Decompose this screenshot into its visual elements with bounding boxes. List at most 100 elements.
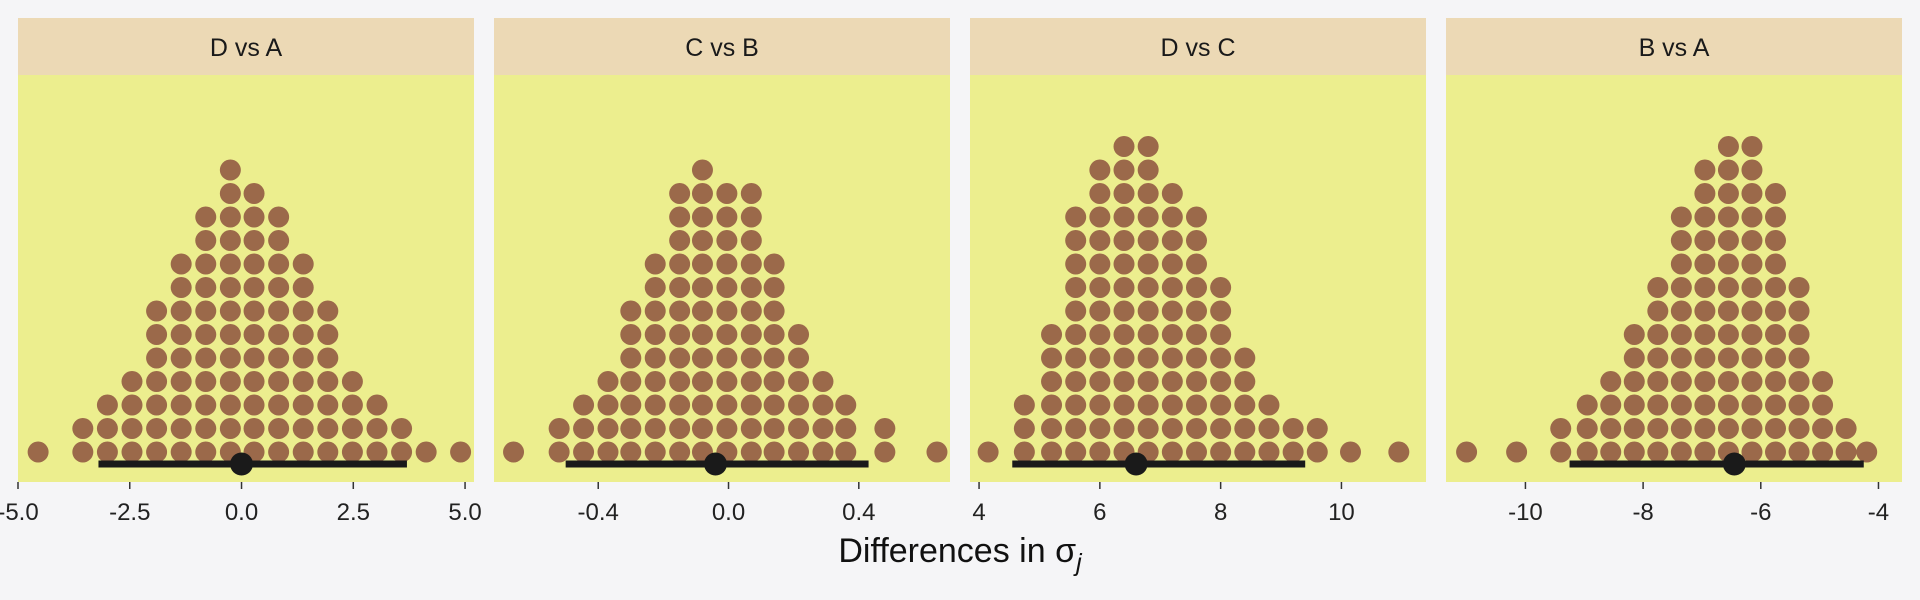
dot-mark [1765,300,1786,322]
dot-mark [1089,206,1111,228]
dot-mark [1185,324,1207,345]
dot-mark [292,300,314,322]
dot-mark [1089,418,1111,439]
dot-mark [1161,394,1183,416]
dot-mark [1340,441,1361,463]
dot-mark [788,441,810,463]
dot-mark [1065,277,1087,298]
dot-mark [1576,394,1598,416]
dot-mark [1282,418,1304,439]
facet-panel: D vs C 4 6 8 10 [970,18,1426,526]
dot-mark [1113,394,1135,416]
dot-mark [977,441,999,463]
dot-mark [1623,347,1645,369]
dot-mark [1161,206,1183,228]
dot-mark [268,253,290,275]
dot-mark [219,183,241,204]
dot-mark [243,277,265,298]
dot-mark [1670,300,1692,322]
dot-mark [195,253,217,275]
dot-mark [716,230,738,251]
dot-mark [669,277,691,298]
dot-mark [268,230,290,251]
dot-mark [1765,347,1786,369]
dot-mark [1065,230,1087,251]
dot-mark [1161,277,1183,298]
dot-mark [620,441,642,463]
dot-mark [1694,371,1716,392]
dot-mark [503,441,525,463]
dot-mark [195,441,217,463]
dot-mark [1113,183,1135,204]
dot-mark [1137,277,1159,298]
dot-mark [691,324,713,345]
dot-mark [415,441,437,463]
dot-mark [740,394,762,416]
dot-mark [1788,324,1810,345]
dot-mark [763,441,785,463]
dot-mark [740,418,762,439]
dot-mark [1161,441,1183,463]
dot-mark [1282,441,1304,463]
dot-mark [72,441,94,463]
dot-mark [1741,324,1763,345]
dot-mark [1089,441,1111,463]
dot-mark [644,300,666,322]
x-tick-label: 5.0 [448,499,481,526]
dot-mark [219,371,241,392]
dot-mark [366,441,388,463]
dot-mark [1647,394,1669,416]
dot-mark [1089,253,1111,275]
dot-mark [219,253,241,275]
dot-mark [1089,371,1111,392]
dot-mark [292,253,314,275]
dot-mark [195,371,217,392]
dot-mark [597,371,619,392]
dot-mark [1717,183,1739,204]
dot-mark [1812,371,1834,392]
dot-mark [1741,230,1763,251]
dot-mark [341,418,363,439]
dot-mark [691,277,713,298]
facet-panels: D vs A -5.0 -2.5 0.0 2.5 5.0 C vs B -0.4 0.0 0.4 D… [0,18,1902,526]
dot-mark [644,441,666,463]
dot-mark [219,418,241,439]
dot-mark [1788,347,1810,369]
dot-mark [1185,394,1207,416]
dot-mark [1041,394,1063,416]
dot-mark [1623,394,1645,416]
dot-mark [1694,347,1716,369]
dot-mark [716,394,738,416]
dot-mark [1647,277,1669,298]
dot-mark [1113,277,1135,298]
dot-mark [1161,253,1183,275]
dot-mark [243,206,265,228]
dot-mark [1765,253,1786,275]
dot-mark [763,347,785,369]
dot-mark [716,300,738,322]
dot-mark [1137,347,1159,369]
dot-mark [72,418,94,439]
dot-mark [1065,253,1087,275]
dot-mark [1161,347,1183,369]
dot-mark [1234,418,1256,439]
dot-mark [1856,441,1878,463]
dot-mark [243,253,265,275]
dot-mark [926,441,948,463]
dot-mark [1694,253,1716,275]
dot-mark [788,347,810,369]
dot-mark [1113,159,1135,181]
dot-mark [620,394,642,416]
dot-mark [1089,159,1111,181]
dot-mark [1161,324,1183,345]
dot-mark [1765,371,1786,392]
dot-mark [195,324,217,345]
dot-mark [740,277,762,298]
dot-mark [763,371,785,392]
dot-mark [1185,277,1207,298]
dot-mark [835,418,857,439]
x-tick-label: 8 [1214,499,1227,526]
dot-mark [317,394,339,416]
dot-mark [597,441,619,463]
dot-mark [1234,394,1256,416]
